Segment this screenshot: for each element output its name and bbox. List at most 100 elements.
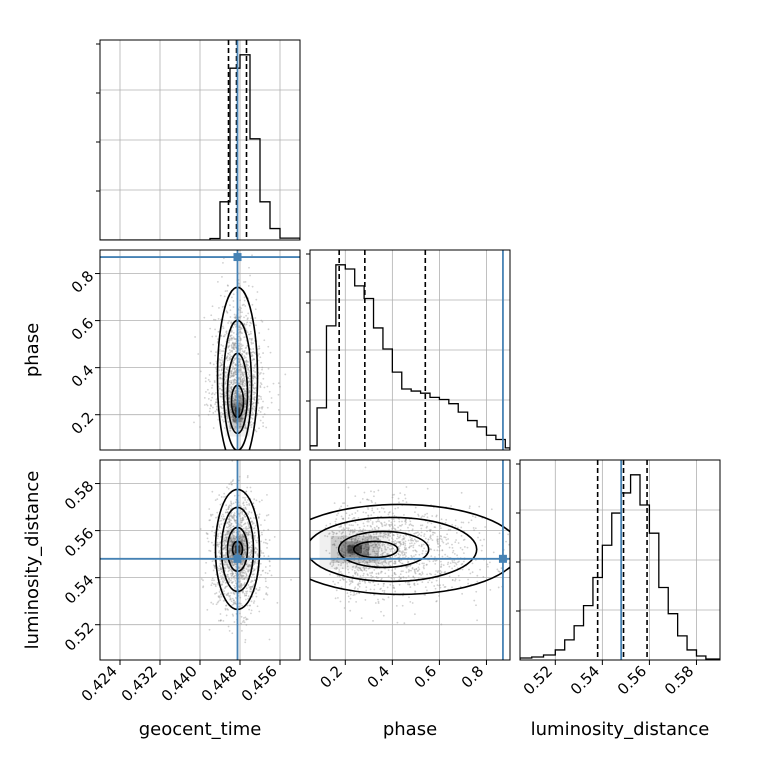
scatter-sample xyxy=(270,574,273,577)
scatter-sample xyxy=(393,572,396,574)
scatter-sample xyxy=(373,569,376,571)
scatter-sample xyxy=(260,550,262,552)
scatter-sample xyxy=(246,531,249,534)
scatter-sample xyxy=(244,530,246,533)
scatter-sample xyxy=(233,343,236,346)
scatter-sample xyxy=(222,515,225,518)
scatter-sample xyxy=(420,543,423,546)
scatter-sample xyxy=(410,542,413,545)
scatter-sample xyxy=(254,396,256,399)
scatter-sample xyxy=(240,307,243,310)
scatter-sample xyxy=(232,372,235,375)
scatter-sample xyxy=(209,327,212,330)
scatter-sample xyxy=(340,537,342,540)
scatter-sample xyxy=(380,561,383,564)
scatter-sample xyxy=(249,554,252,556)
scatter-sample xyxy=(277,393,280,396)
scatter-sample xyxy=(249,384,251,387)
scatter-sample xyxy=(448,565,451,568)
scatter-sample xyxy=(234,600,236,603)
scatter-sample xyxy=(224,383,227,385)
scatter-sample xyxy=(252,342,255,345)
scatter-sample xyxy=(243,390,246,393)
scatter-sample xyxy=(227,421,230,423)
scatter-sample xyxy=(227,575,229,578)
scatter-sample xyxy=(267,513,270,516)
scatter-sample xyxy=(248,324,251,327)
scatter-sample xyxy=(233,380,235,383)
scatter-sample xyxy=(228,552,231,555)
xtick-label-phase-0: 0.2 xyxy=(317,662,347,692)
scatter-sample xyxy=(357,537,360,540)
scatter-sample xyxy=(378,511,381,513)
scatter-sample xyxy=(253,573,255,576)
scatter-sample xyxy=(239,395,242,398)
scatter-sample xyxy=(243,351,246,354)
scatter-sample xyxy=(228,385,231,388)
scatter-sample xyxy=(343,551,345,554)
scatter-sample xyxy=(243,577,246,580)
scatter-sample xyxy=(325,524,328,527)
scatter-sample xyxy=(245,572,248,575)
scatter-sample xyxy=(257,394,260,397)
scatter-sample xyxy=(341,528,343,531)
axes-frame xyxy=(519,459,721,661)
scatter-sample xyxy=(377,552,380,554)
scatter-sample xyxy=(247,541,250,544)
scatter-sample xyxy=(443,536,446,539)
scatter-sample xyxy=(228,319,230,322)
scatter-sample xyxy=(248,503,251,505)
scatter-sample xyxy=(202,586,204,589)
scatter-sample xyxy=(206,532,208,535)
scatter-sample xyxy=(244,515,247,518)
scatter-sample xyxy=(244,403,247,406)
scatter-sample xyxy=(232,564,235,567)
scatter-sample xyxy=(242,553,245,556)
scatter-sample xyxy=(266,586,269,589)
scatter-sample xyxy=(382,532,385,535)
scatter-sample xyxy=(225,330,228,333)
scatter-sample xyxy=(209,519,211,521)
scatter-sample xyxy=(284,373,287,376)
scatter-sample xyxy=(478,532,481,534)
scatter-sample xyxy=(242,351,245,353)
scatter-sample xyxy=(217,535,220,538)
scatter-sample xyxy=(404,519,407,522)
scatter-sample xyxy=(405,547,408,550)
scatter-sample xyxy=(233,408,236,410)
scatter-sample xyxy=(227,567,230,569)
scatter-sample xyxy=(245,323,248,326)
scatter-sample xyxy=(229,597,232,600)
scatter-sample xyxy=(357,559,360,562)
scatter-sample xyxy=(232,300,235,302)
scatter-sample xyxy=(383,534,385,537)
scatter-sample xyxy=(242,544,245,547)
scatter-sample xyxy=(222,581,225,584)
scatter-sample xyxy=(232,563,234,566)
scatter-sample xyxy=(253,579,256,582)
scatter-sample xyxy=(413,584,416,587)
scatter-sample xyxy=(430,548,433,551)
scatter-sample xyxy=(228,580,230,583)
scatter-sample xyxy=(505,540,507,543)
scatter-sample xyxy=(221,350,223,352)
scatter-sample xyxy=(230,519,233,522)
scatter-sample xyxy=(265,585,268,588)
scatter-sample xyxy=(374,602,377,604)
scatter-sample xyxy=(251,586,254,588)
scatter-sample xyxy=(399,550,402,553)
scatter-sample xyxy=(241,418,244,420)
scatter-sample xyxy=(452,549,455,552)
scatter-sample xyxy=(250,511,253,514)
scatter-sample xyxy=(380,610,382,613)
scatter-sample xyxy=(240,587,242,589)
scatter-sample xyxy=(226,585,229,588)
scatter-sample xyxy=(437,543,439,546)
scatter-sample xyxy=(227,530,230,533)
scatter-sample xyxy=(229,316,232,318)
scatter-sample xyxy=(219,364,222,367)
scatter-sample xyxy=(439,560,442,563)
scatter-sample xyxy=(228,525,231,528)
scatter-sample xyxy=(245,528,248,530)
scatter-sample xyxy=(231,349,234,352)
